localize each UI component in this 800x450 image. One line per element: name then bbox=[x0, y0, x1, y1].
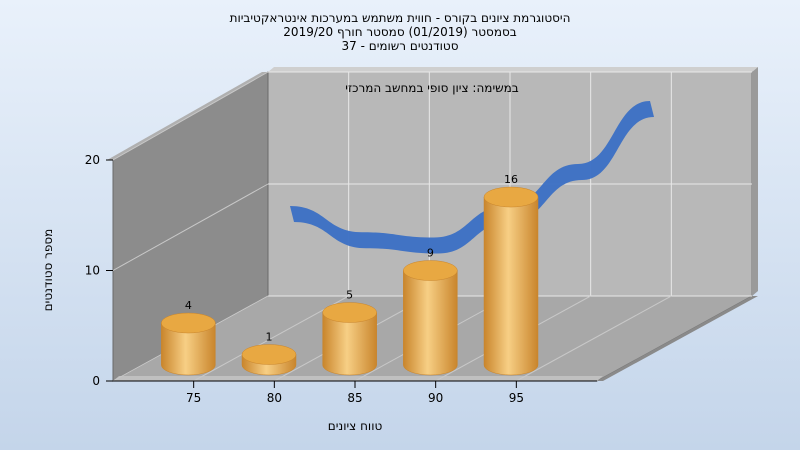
bar-95: 16 bbox=[483, 173, 539, 376]
bar-top bbox=[483, 186, 539, 208]
y-axis-title: מספר סטודנטים bbox=[41, 229, 55, 312]
title-line-1: היסטוגרמת ציונים בקורס - חווית משתמש במע… bbox=[230, 11, 571, 25]
data-label: 5 bbox=[346, 289, 353, 302]
y-tick-label: 0 bbox=[92, 374, 100, 388]
y-tick-label: 20 bbox=[85, 153, 100, 167]
bars-layer: 4 1 5 9 16 bbox=[161, 173, 539, 376]
y-ticks: 0 10 20 bbox=[85, 153, 113, 388]
bar-80: 1 bbox=[241, 331, 297, 376]
data-label: 9 bbox=[427, 247, 434, 260]
bar-body bbox=[403, 270, 458, 376]
data-label: 16 bbox=[504, 173, 518, 186]
x-ticks: 75 80 85 90 95 bbox=[113, 380, 597, 405]
x-axis-title: טווח ציונים bbox=[328, 419, 383, 433]
y-tick-label: 10 bbox=[85, 264, 100, 278]
gridline-side bbox=[112, 183, 269, 271]
trend-curve bbox=[290, 101, 654, 254]
trend-curve-layer bbox=[290, 101, 654, 254]
title-line-2: בסמסטר (01/2019) סמסטר חורף 2019/20 bbox=[283, 25, 516, 39]
chart-subtitle: במשימה: ציון סופי במחשב המרכזי bbox=[345, 81, 519, 95]
bar-body bbox=[483, 196, 539, 376]
gridline-floor bbox=[516, 295, 672, 382]
bar-85: 5 bbox=[322, 289, 377, 376]
x-tick-label: 80 bbox=[267, 391, 282, 405]
back-wall-top-edge bbox=[268, 67, 758, 72]
floor-right-edge bbox=[597, 296, 758, 381]
bar-body bbox=[161, 322, 216, 376]
back-wall-right-edge bbox=[752, 67, 758, 296]
bar-top bbox=[403, 260, 458, 281]
title-line-3: סטודנטים רשומים - 37 bbox=[341, 39, 458, 53]
floor-front-edge bbox=[113, 376, 603, 381]
bar-body bbox=[322, 312, 377, 376]
bar-top bbox=[241, 344, 297, 365]
x-tick-label: 95 bbox=[509, 391, 524, 405]
x-tick-label: 90 bbox=[428, 391, 443, 405]
bar-75: 4 bbox=[161, 299, 216, 376]
chart-title: היסטוגרמת ציונים בקורס - חווית משתמש במע… bbox=[230, 11, 571, 53]
gridline-floor bbox=[193, 295, 349, 382]
side-wall-top-edge bbox=[107, 72, 268, 160]
data-label: 1 bbox=[266, 331, 273, 344]
bar-top bbox=[161, 312, 216, 334]
x-tick-label: 75 bbox=[186, 391, 201, 405]
gridline-side bbox=[112, 71, 269, 161]
bar-top bbox=[322, 302, 377, 323]
data-label: 4 bbox=[185, 299, 192, 312]
bar-90: 9 bbox=[403, 247, 458, 376]
x-tick-label: 85 bbox=[347, 391, 362, 405]
